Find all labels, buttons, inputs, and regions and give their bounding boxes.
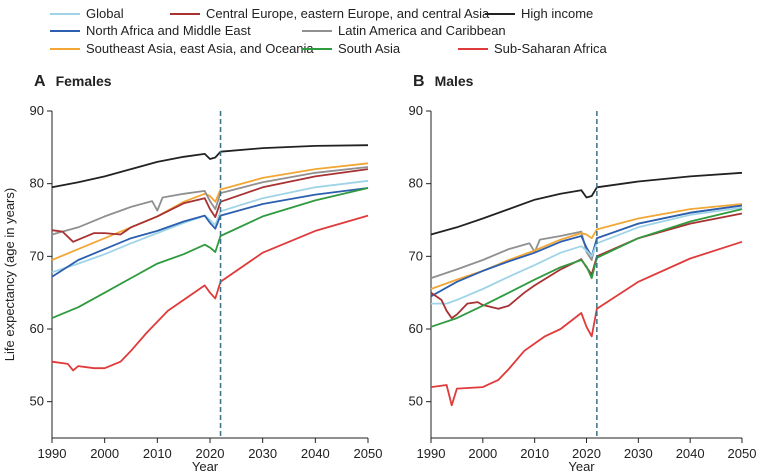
series-line bbox=[51, 187, 369, 278]
legend-label: Global bbox=[86, 6, 124, 21]
y-tick-label: 80 bbox=[30, 176, 44, 191]
legend-swatch bbox=[302, 47, 332, 50]
x-tick-label: 2040 bbox=[676, 446, 705, 461]
x-tick-label: 2000 bbox=[90, 446, 119, 461]
series-line bbox=[430, 171, 743, 236]
series-line bbox=[430, 240, 743, 407]
legend-swatch bbox=[50, 47, 80, 50]
y-tick-label: 90 bbox=[30, 103, 44, 118]
legend-label: Latin America and Caribbean bbox=[338, 23, 506, 38]
series-line bbox=[51, 168, 369, 243]
legend-swatch bbox=[302, 29, 332, 32]
panel-b-title: Males bbox=[434, 73, 474, 89]
y-tick-label: 60 bbox=[409, 321, 423, 336]
x-tick-label: 2040 bbox=[301, 446, 330, 461]
x-tick-label: 2020 bbox=[196, 446, 225, 461]
x-tick-label: 2000 bbox=[468, 446, 497, 461]
x-axis-title: Year bbox=[568, 459, 595, 474]
x-tick-label: 1990 bbox=[38, 446, 67, 461]
y-tick-label: 50 bbox=[30, 394, 44, 409]
x-tick-label: 2010 bbox=[143, 446, 172, 461]
legend-item: Central Europe, eastern Europe, and cent… bbox=[170, 6, 489, 21]
y-tick-label: 90 bbox=[409, 103, 423, 118]
series-line bbox=[51, 166, 369, 236]
panel-b-label: B Males bbox=[413, 73, 473, 91]
y-axis-title: Life expectancy (age in years) bbox=[2, 188, 17, 361]
series-line bbox=[430, 208, 743, 328]
legend-item: Sub-Saharan Africa bbox=[458, 41, 607, 56]
legend-label: Central Europe, eastern Europe, and cent… bbox=[206, 6, 490, 21]
panel-b-letter: B bbox=[413, 73, 425, 90]
legend-swatch bbox=[50, 12, 80, 15]
legend-item: Global bbox=[50, 6, 124, 21]
panel-a-letter: A bbox=[34, 73, 46, 90]
legend-label: Sub-Saharan Africa bbox=[494, 41, 607, 56]
panel-a-label: A Females bbox=[34, 73, 112, 91]
x-tick-label: 2050 bbox=[354, 446, 383, 461]
series-line bbox=[51, 144, 369, 189]
series-line bbox=[430, 204, 743, 298]
y-tick-label: 60 bbox=[30, 321, 44, 336]
panel-a-title: Females bbox=[55, 73, 112, 89]
series-line bbox=[51, 162, 369, 261]
x-tick-label: 2030 bbox=[248, 446, 277, 461]
x-axis-title: Year bbox=[192, 459, 219, 474]
legend-label: Southeast Asia, east Asia, and Oceania bbox=[86, 41, 314, 56]
x-tick-label: 2030 bbox=[624, 446, 653, 461]
legend-item: Southeast Asia, east Asia, and Oceania bbox=[50, 41, 314, 56]
legend-item: Latin America and Caribbean bbox=[302, 23, 506, 38]
series-line bbox=[51, 187, 369, 319]
y-tick-label: 50 bbox=[409, 394, 423, 409]
x-tick-label: 2020 bbox=[572, 446, 601, 461]
legend-swatch bbox=[458, 47, 488, 50]
legend-item: North Africa and Middle East bbox=[50, 23, 251, 38]
series-line bbox=[431, 206, 743, 305]
legend-item: High income bbox=[485, 6, 593, 21]
x-tick-label: 2010 bbox=[520, 446, 549, 461]
y-tick-label: 70 bbox=[30, 248, 44, 263]
legend-label: High income bbox=[521, 6, 594, 21]
legend-swatch bbox=[485, 12, 515, 15]
legend-label: South Asia bbox=[338, 41, 401, 56]
legend-item: South Asia bbox=[302, 41, 400, 56]
x-tick-label: 2050 bbox=[728, 446, 757, 461]
x-tick-label: 1990 bbox=[417, 446, 446, 461]
y-tick-label: 70 bbox=[409, 248, 423, 263]
series-line bbox=[51, 214, 369, 372]
y-tick-label: 80 bbox=[409, 176, 423, 191]
legend: Global Central Europe, eastern Europe, an… bbox=[0, 0, 760, 60]
legend-swatch bbox=[170, 12, 200, 15]
legend-swatch bbox=[50, 29, 80, 32]
legend-label: North Africa and Middle East bbox=[86, 23, 251, 38]
